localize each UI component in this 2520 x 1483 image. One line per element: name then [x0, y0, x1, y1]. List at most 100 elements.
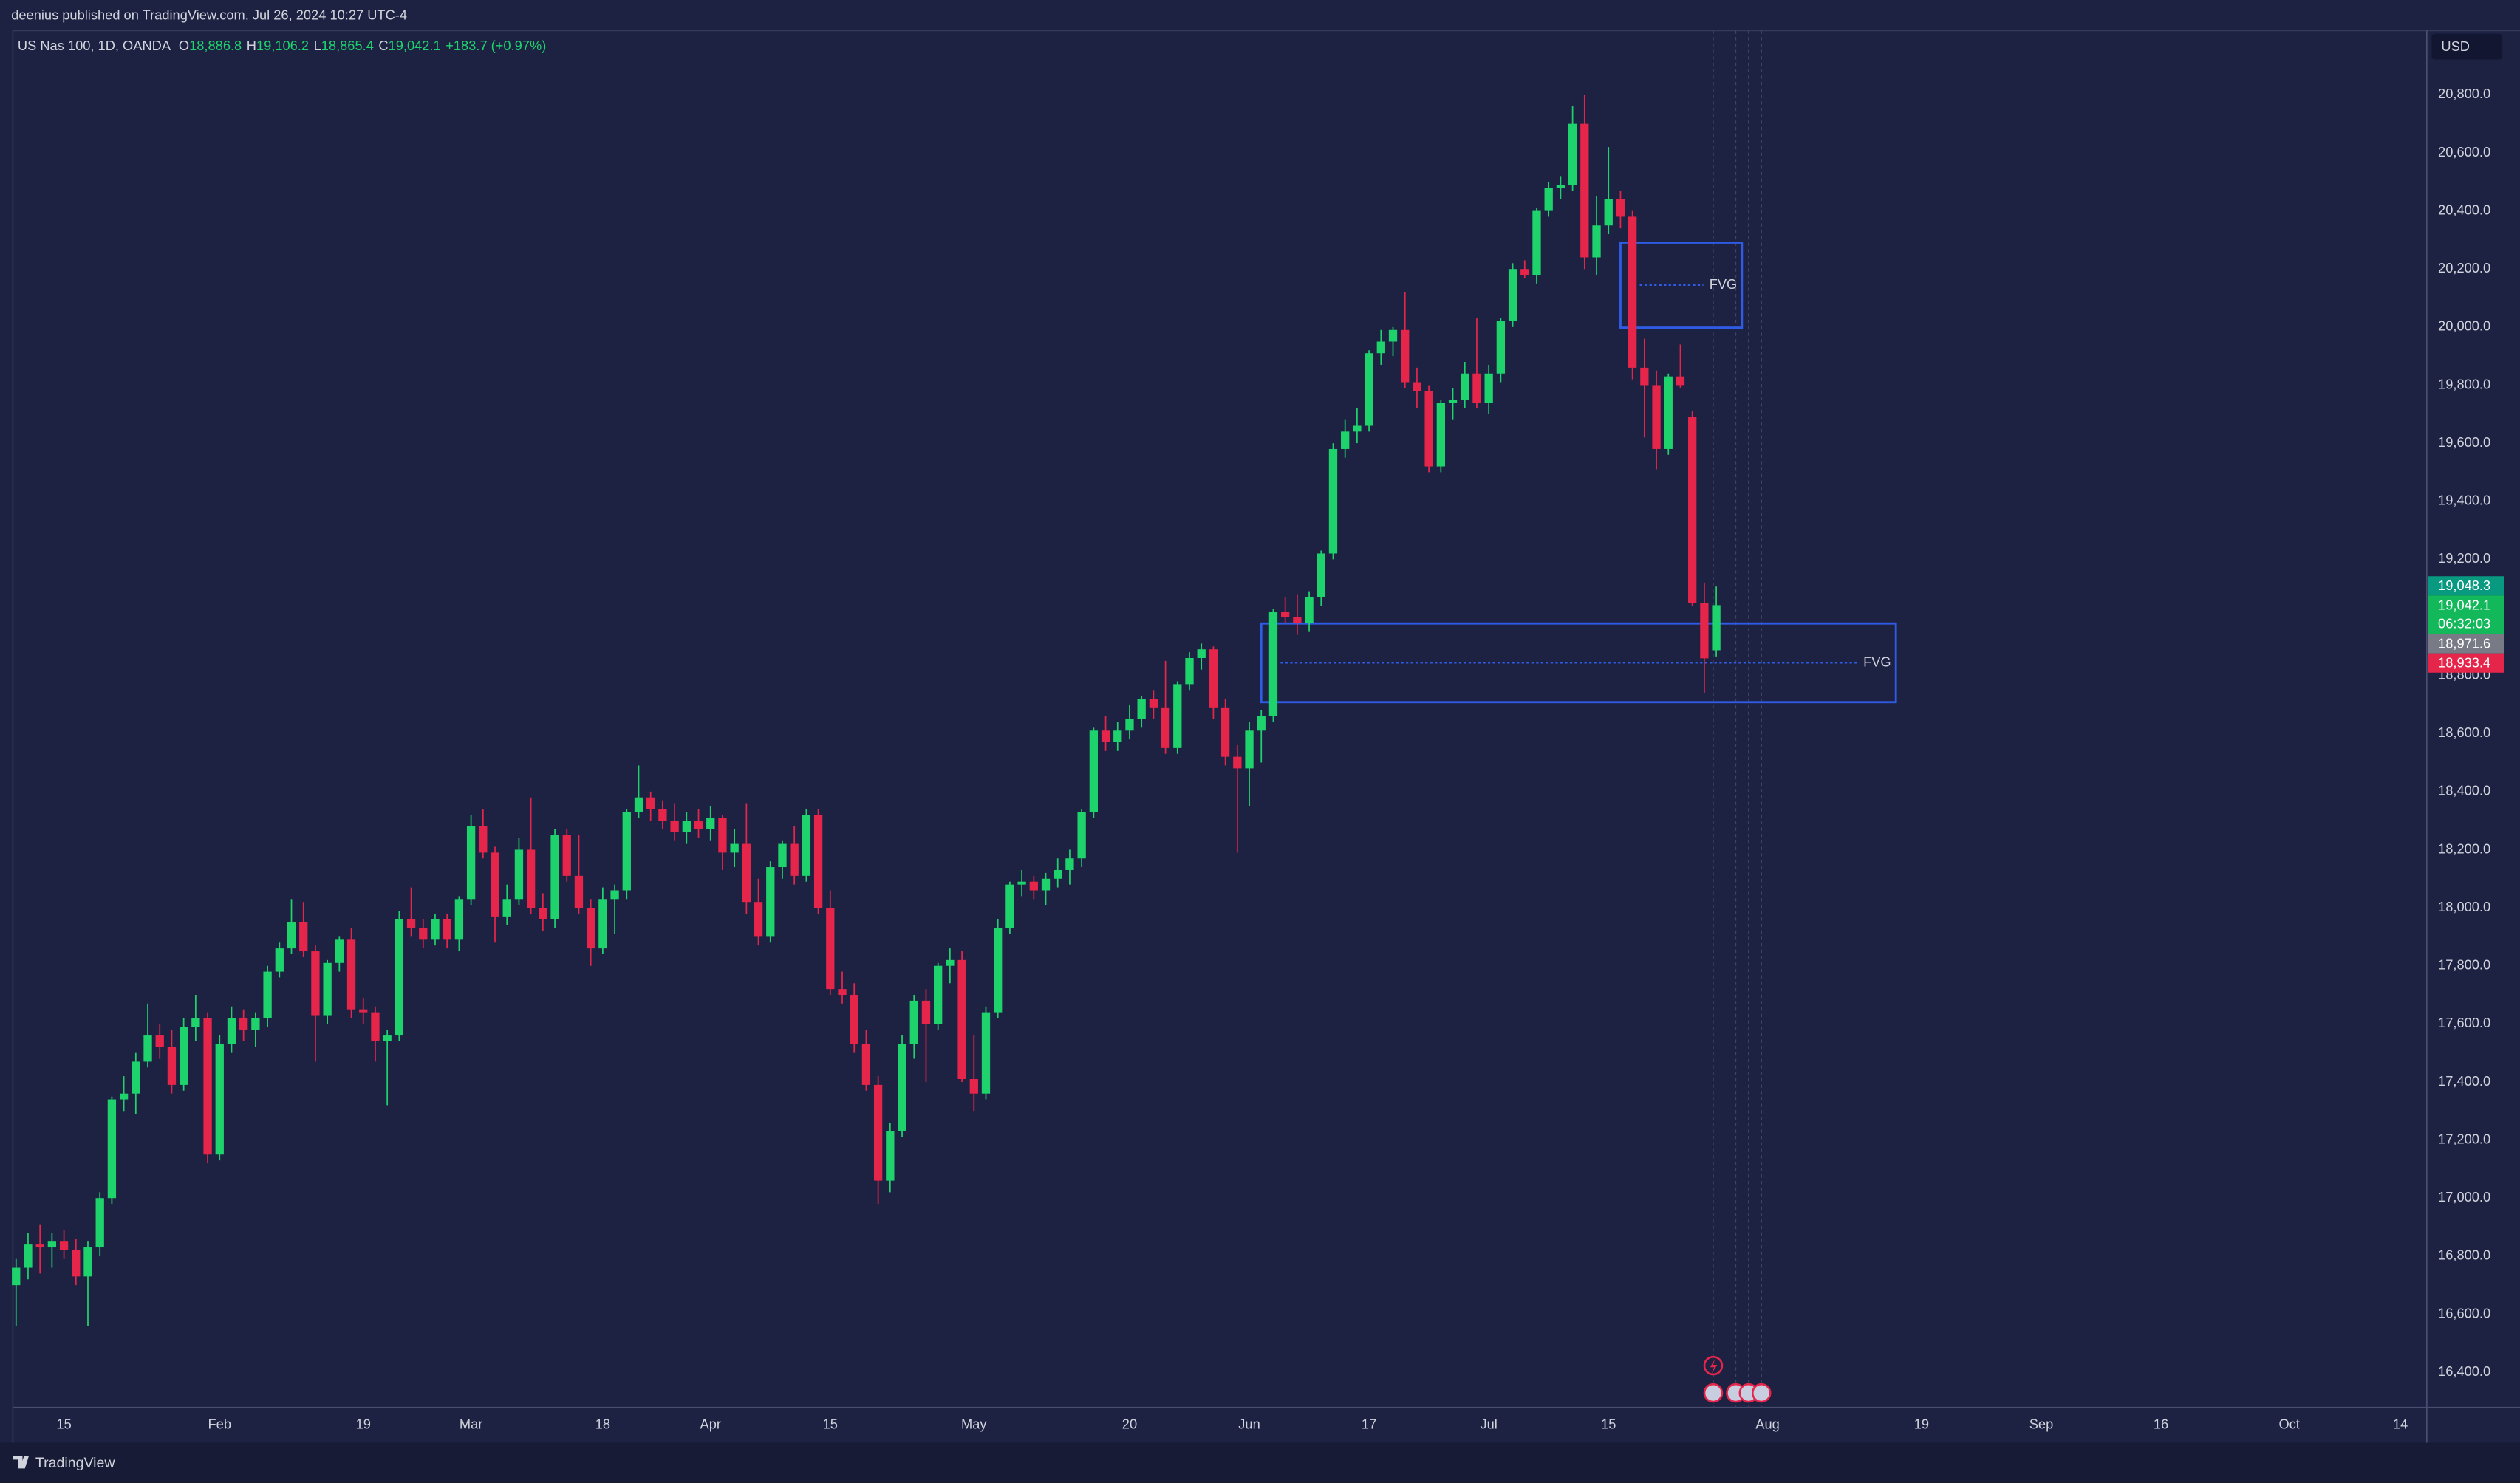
candle-body: [646, 797, 655, 809]
candle-body: [1054, 869, 1062, 879]
legend-key: O: [179, 38, 189, 53]
candle-body: [1029, 881, 1038, 891]
y-tick-label: 17,200.0: [2438, 1131, 2490, 1146]
candle-body: [323, 962, 332, 1016]
candle-body: [479, 826, 488, 853]
candle-body: [1185, 657, 1194, 685]
candle-body: [790, 843, 799, 876]
candle-body: [1676, 376, 1685, 386]
candle-body: [47, 1241, 57, 1248]
candle-body: [406, 919, 416, 928]
candle-body: [802, 815, 811, 876]
fvg-label: FVG: [1863, 654, 1891, 669]
candle-body: [574, 875, 584, 908]
candle-body: [658, 809, 667, 821]
candle-body: [275, 948, 284, 972]
candle-body: [1712, 605, 1721, 651]
candle-body: [1580, 123, 1589, 258]
legend-symbol: US Nas 100, 1D, OANDA: [18, 38, 171, 53]
y-tick-label: 20,800.0: [2438, 86, 2490, 101]
event-icon[interactable]: [1703, 1383, 1724, 1403]
legend-value: 19,106.2: [256, 38, 309, 53]
candle-body: [946, 959, 955, 966]
candle-body: [1173, 684, 1182, 748]
candle-body: [766, 867, 775, 937]
candle-body: [1305, 597, 1314, 623]
currency: USD: [2441, 38, 2470, 54]
candle-body: [1328, 448, 1338, 554]
candle-body: [1520, 269, 1529, 275]
y-tick-label: 17,400.0: [2438, 1073, 2490, 1089]
candle-body: [886, 1131, 895, 1181]
fvg-box: [1260, 622, 1897, 704]
candle-body: [155, 1035, 164, 1047]
y-tick-label: 20,600.0: [2438, 144, 2490, 160]
y-tick-label: 19,400.0: [2438, 493, 2490, 508]
candle-body: [227, 1018, 236, 1044]
candle-body: [1556, 185, 1565, 188]
candle-body: [1197, 649, 1206, 658]
candle-body: [95, 1198, 104, 1248]
candle-body: [873, 1084, 883, 1181]
candle-body: [1388, 329, 1398, 342]
publish-header: deenius published on TradingView.com, Ju…: [11, 7, 407, 23]
x-tick-label: 17: [1362, 1416, 1376, 1431]
x-tick-label: 20: [1122, 1416, 1137, 1431]
candle-body: [539, 908, 547, 919]
candle-body: [1424, 391, 1433, 467]
candle-body: [514, 849, 524, 900]
candle-body: [143, 1035, 152, 1062]
candle-body: [622, 812, 631, 891]
price-label: 19,048.3: [2438, 578, 2490, 593]
legend-key: L: [314, 38, 321, 53]
y-tick-label: 19,800.0: [2438, 376, 2490, 391]
candle-body: [24, 1244, 33, 1268]
candle-body: [287, 922, 296, 949]
candle-body: [1413, 382, 1421, 391]
candle-body: [466, 826, 476, 900]
candle-body: [598, 899, 607, 949]
candle-body: [826, 908, 835, 990]
candle-body: [167, 1047, 177, 1085]
candle-body: [1077, 812, 1086, 859]
candle-body: [850, 995, 858, 1044]
candle-body: [72, 1250, 81, 1277]
candle-body: [311, 951, 320, 1016]
candle-body: [1544, 188, 1553, 211]
legend-key: H: [247, 38, 256, 53]
candle-body: [694, 821, 703, 829]
candle-body: [1472, 373, 1481, 403]
legend-key: C: [378, 38, 388, 53]
x-tick-label: Jun: [1238, 1416, 1260, 1431]
y-tick-label: 16,400.0: [2438, 1363, 2490, 1379]
candle-body: [1149, 699, 1158, 708]
candle-body: [395, 919, 404, 1036]
candle-body: [1101, 730, 1110, 743]
candle-body: [299, 922, 308, 952]
candle-body: [1616, 199, 1625, 217]
event-icons[interactable]: [1703, 1355, 1772, 1403]
candle-body: [778, 843, 787, 868]
candle-body: [1640, 367, 1649, 386]
candle-body: [239, 1018, 248, 1030]
candle-body: [670, 821, 679, 832]
candle-body: [132, 1061, 140, 1094]
x-tick-label: Jul: [1480, 1416, 1497, 1431]
brand: TradingView: [35, 1455, 116, 1471]
currency-box[interactable]: [2431, 33, 2503, 60]
price-label: 19,042.1: [2438, 597, 2490, 612]
candle-body: [861, 1044, 871, 1085]
candle-body: [1365, 353, 1373, 426]
event-icon[interactable]: [1751, 1383, 1772, 1403]
y-tick-label: 16,600.0: [2438, 1305, 2490, 1321]
candle-body: [454, 899, 464, 940]
candle-body: [1604, 199, 1613, 226]
candle-body: [1496, 321, 1506, 374]
candle-body: [1532, 210, 1541, 275]
candle-body: [981, 1012, 991, 1094]
candle-body: [754, 902, 763, 937]
candle-body: [443, 919, 451, 940]
candle-body: [1089, 730, 1099, 812]
